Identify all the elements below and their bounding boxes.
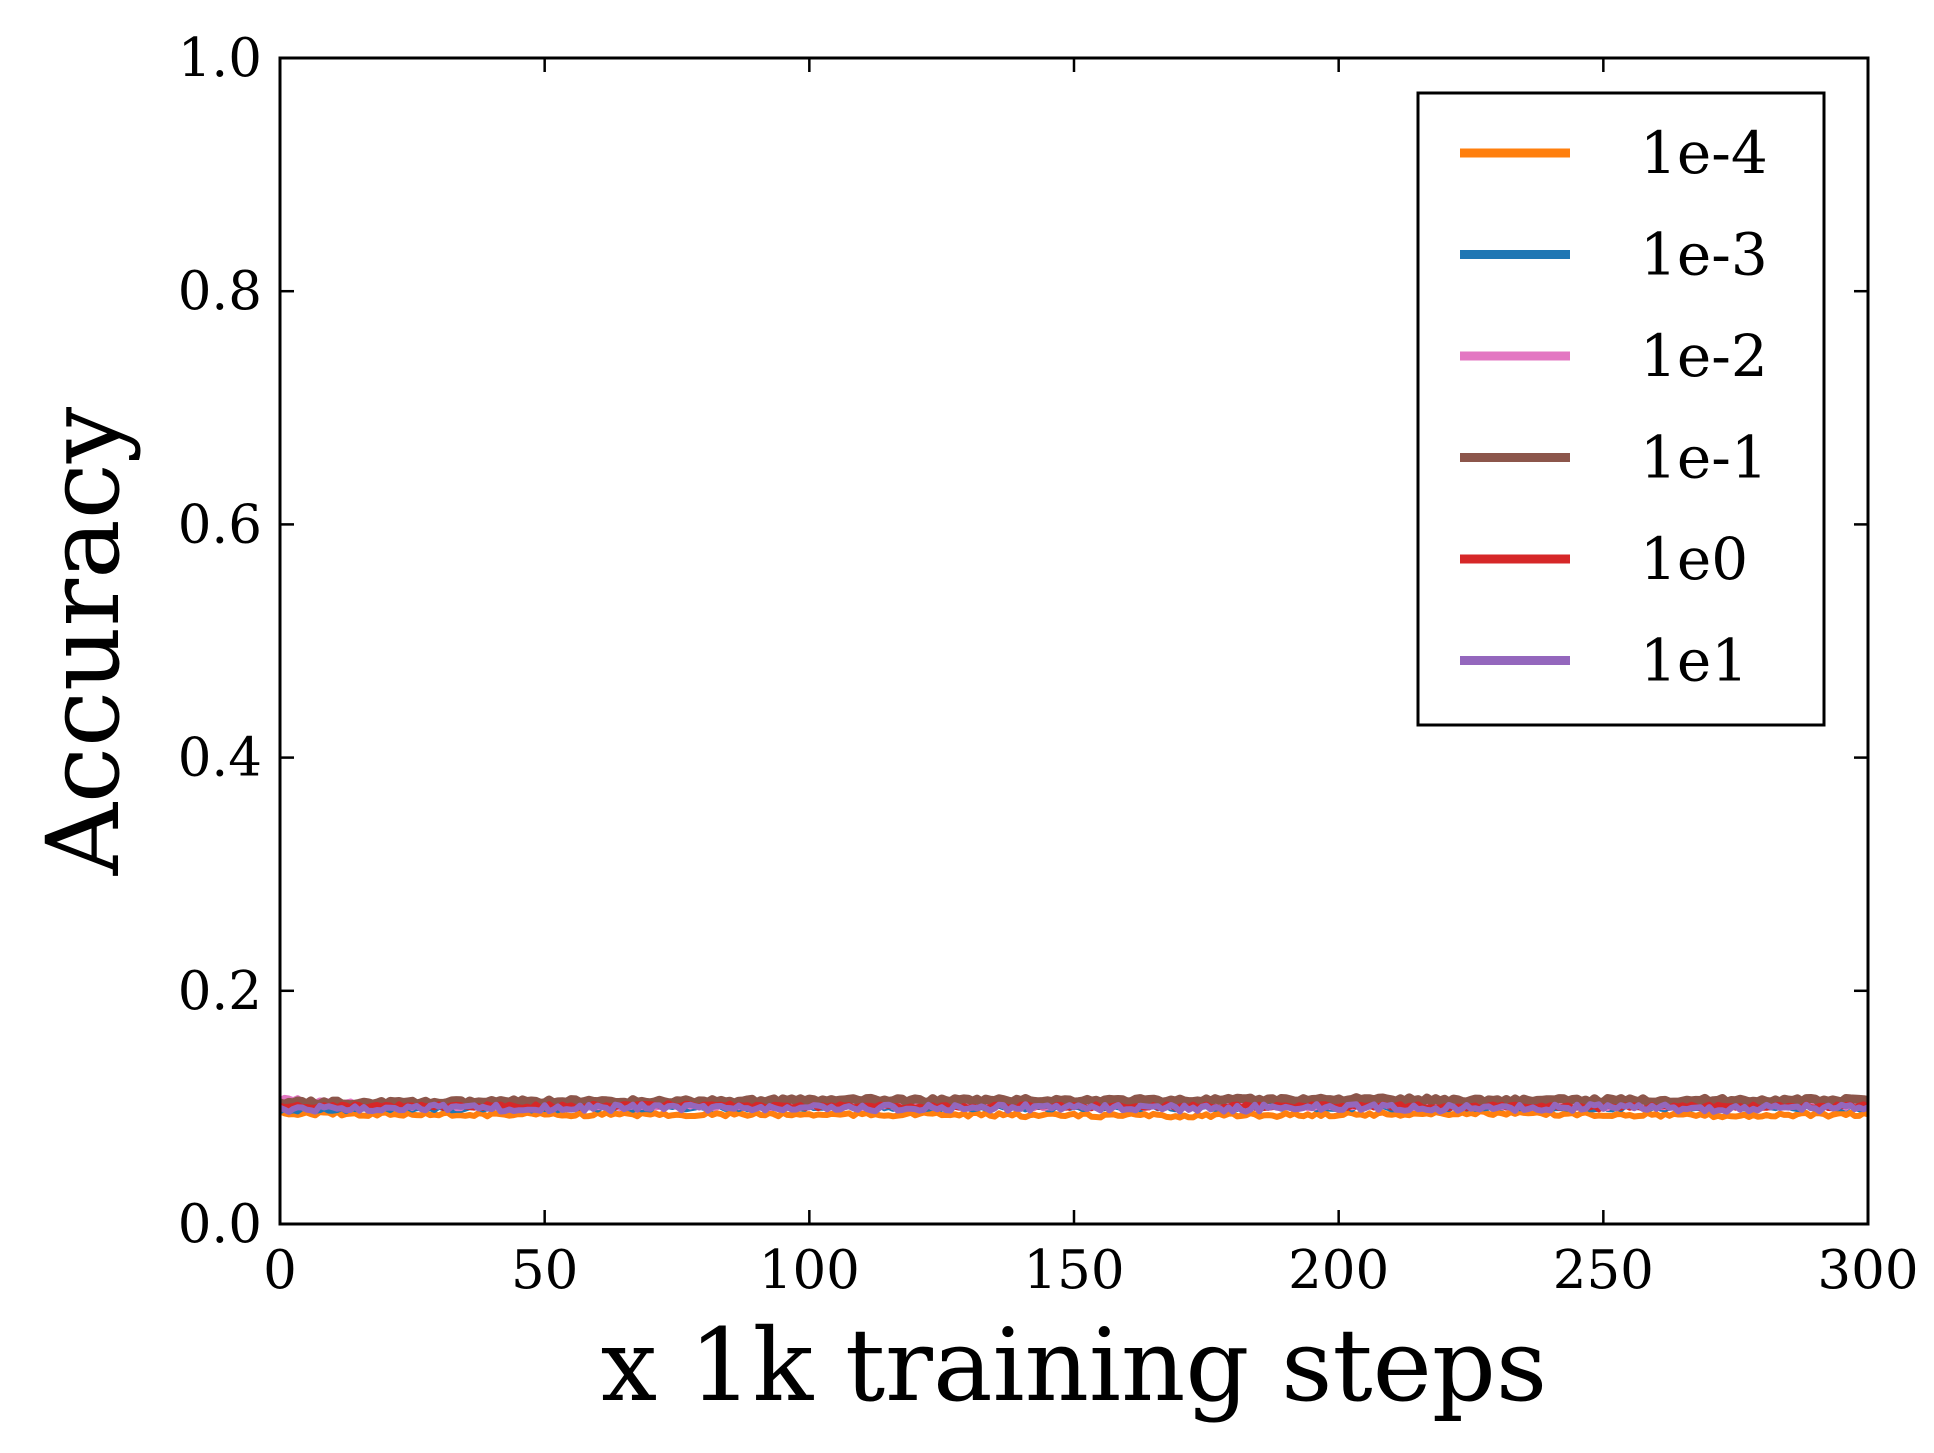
x-tick-label: 300	[1817, 1240, 1918, 1301]
series-line-1e1	[280, 1101, 1868, 1115]
y-tick-label: 0.2	[178, 961, 262, 1022]
x-tick-label: 50	[511, 1240, 578, 1301]
x-axis-title: x 1k training steps	[601, 1307, 1547, 1424]
y-tick-label: 0.8	[178, 261, 262, 322]
legend-label: 1e0	[1640, 525, 1748, 593]
legend-label: 1e-1	[1640, 424, 1768, 492]
ticks-layer: 0 50 100 150 200 250 300 0.0 0.2 0.4 0.6 0.8 1.0	[178, 28, 1919, 1301]
x-tick-label: 100	[759, 1240, 860, 1301]
y-tick-label: 0.0	[178, 1194, 262, 1255]
x-tick-label: 0	[263, 1240, 297, 1301]
legend: 1e-4 1e-3 1e-2 1e-1 1e0 1e1	[1416, 91, 1826, 727]
y-tick-label: 1.0	[178, 28, 262, 89]
legend-label: 1e1	[1640, 627, 1748, 695]
legend-frame	[1416, 91, 1826, 727]
x-tick-label: 250	[1553, 1240, 1654, 1301]
y-tick-label: 0.6	[178, 494, 262, 555]
legend-label: 1e-3	[1640, 221, 1768, 289]
legend-label: 1e-2	[1640, 322, 1768, 390]
legend-label: 1e-4	[1640, 119, 1768, 187]
x-tick-label: 200	[1288, 1240, 1389, 1301]
y-axis-title: Accuracy	[25, 406, 142, 876]
x-tick-label: 150	[1023, 1240, 1124, 1301]
series-layer	[280, 1093, 1868, 1121]
series-line-1e-4	[280, 1108, 1868, 1121]
y-tick-label: 0.4	[178, 728, 262, 789]
